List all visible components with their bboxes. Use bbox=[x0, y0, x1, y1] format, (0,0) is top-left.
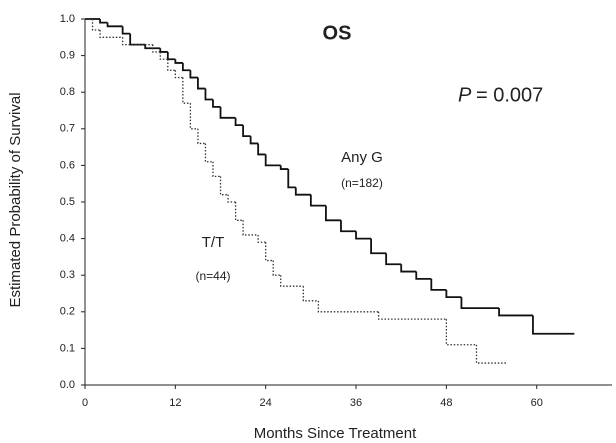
survival-step bbox=[370, 238, 387, 255]
survival-step bbox=[430, 278, 447, 291]
y-tick-label: 0.2 bbox=[60, 306, 75, 318]
y-tick-label: 0.0 bbox=[60, 379, 75, 391]
survival-step bbox=[287, 169, 296, 189]
y-tick-label: 0.1 bbox=[60, 342, 75, 354]
survival-step bbox=[294, 187, 311, 196]
survival-step bbox=[279, 165, 289, 170]
survival-step bbox=[460, 297, 500, 310]
survival-step bbox=[445, 319, 477, 346]
x-tick-label: 24 bbox=[260, 397, 272, 409]
survival-step bbox=[197, 128, 206, 145]
y-tick-label: 0.5 bbox=[60, 196, 75, 208]
y-tick-label: 0.7 bbox=[60, 123, 75, 135]
survival-step bbox=[219, 106, 236, 119]
y-tick-label: 0.3 bbox=[60, 269, 75, 281]
survival-step bbox=[106, 22, 123, 28]
survival-step bbox=[227, 194, 236, 203]
survival-step bbox=[445, 289, 462, 299]
survival-step bbox=[181, 62, 191, 72]
survival-step bbox=[174, 70, 183, 79]
survival-step bbox=[309, 194, 326, 207]
series-n: (n=182) bbox=[341, 176, 383, 190]
y-tick-label: 0.8 bbox=[60, 86, 75, 98]
x-axis-label: Months Since Treatment bbox=[254, 425, 417, 442]
survival-step bbox=[249, 136, 259, 145]
y-tick-label: 1.0 bbox=[60, 13, 75, 25]
survival-step bbox=[129, 33, 146, 46]
survival-step bbox=[174, 59, 183, 64]
survival-step bbox=[159, 48, 168, 53]
survival-step bbox=[242, 125, 251, 138]
survival-step bbox=[99, 29, 123, 38]
survival-step bbox=[302, 286, 319, 302]
survival-step bbox=[204, 143, 213, 163]
survival-step bbox=[498, 308, 533, 317]
x-tick-label: 0 bbox=[82, 397, 88, 409]
survival-step bbox=[152, 44, 161, 53]
survival-step bbox=[257, 143, 266, 156]
survival-step bbox=[280, 275, 304, 287]
series-label: T/T bbox=[202, 234, 225, 251]
survival-step bbox=[189, 103, 198, 130]
p-value: = 0.007 bbox=[476, 84, 543, 106]
y-tick-label: 0.9 bbox=[60, 50, 75, 62]
survival-step bbox=[325, 205, 341, 222]
x-tick-label: 60 bbox=[531, 397, 543, 409]
survival-step bbox=[91, 19, 101, 31]
survival-step bbox=[317, 300, 379, 313]
survival-step bbox=[400, 264, 417, 273]
survival-step bbox=[257, 234, 266, 243]
survival-step bbox=[385, 253, 402, 266]
survival-step bbox=[99, 19, 108, 24]
survival-step bbox=[121, 37, 153, 46]
survival-step bbox=[212, 161, 221, 178]
survival-step bbox=[204, 88, 213, 101]
x-tick-label: 36 bbox=[350, 397, 362, 409]
survival-step bbox=[340, 220, 357, 233]
survival-step bbox=[197, 77, 206, 90]
x-tick-label: 48 bbox=[440, 397, 452, 409]
survival-step bbox=[159, 51, 168, 60]
survival-step bbox=[532, 315, 575, 335]
y-tick-label: 0.6 bbox=[60, 159, 75, 171]
survival-step bbox=[272, 260, 281, 276]
survival-step bbox=[264, 154, 281, 167]
survival-step bbox=[167, 59, 176, 71]
series-n: (n=44) bbox=[195, 269, 230, 283]
x-tick-label: 12 bbox=[169, 397, 181, 409]
survival-step bbox=[475, 344, 507, 364]
survival-step bbox=[166, 51, 176, 61]
survival-step bbox=[234, 202, 244, 221]
survival-step bbox=[182, 77, 191, 104]
y-tick-label: 0.4 bbox=[60, 233, 75, 245]
series-label: Any G bbox=[341, 149, 383, 166]
survival-step bbox=[415, 271, 432, 280]
survival-step bbox=[377, 311, 447, 320]
survival-step bbox=[189, 70, 198, 79]
survival-step bbox=[212, 99, 221, 108]
p-symbol: P bbox=[458, 84, 472, 106]
survival-step bbox=[234, 117, 244, 127]
survival-step bbox=[242, 220, 259, 236]
chart-title: OS bbox=[323, 22, 352, 44]
survival-step bbox=[265, 242, 274, 262]
survival-step bbox=[219, 176, 229, 196]
survival-step bbox=[144, 44, 161, 50]
survival-step bbox=[355, 231, 372, 240]
y-axis-label: Estimated Probability of Survival bbox=[7, 92, 24, 307]
survival-step bbox=[121, 26, 131, 35]
